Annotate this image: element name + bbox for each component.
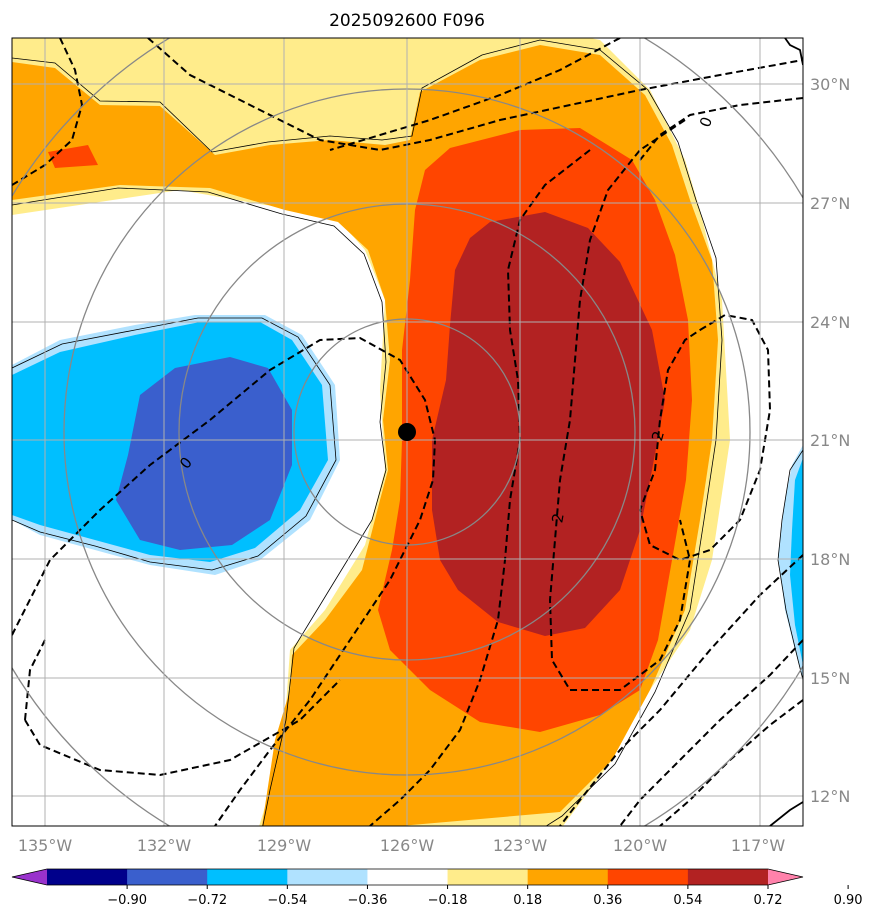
colorbar-tick-label: 0.90: [834, 893, 863, 908]
lon-label: 126°W: [380, 836, 435, 855]
longitude-axis: 135°W 132°W 129°W 126°W 123°W 120°W 117°…: [18, 836, 786, 855]
lon-label: 120°W: [613, 836, 668, 855]
lat-label: 18°N: [810, 550, 850, 569]
lon-label: 123°W: [493, 836, 548, 855]
colorbar-extension-high: [768, 869, 803, 885]
dashed-contour-northeast: [639, 97, 803, 161]
colorbar-tick-label: 0.54: [673, 893, 702, 908]
colorbar-segment: [47, 869, 128, 885]
lat-label: 30°N: [810, 75, 850, 94]
lat-label: 24°N: [810, 313, 850, 332]
lon-label: 135°W: [18, 836, 73, 855]
plot-area: 0 0 2 2: [12, 38, 803, 826]
colorbar-tick-label: 0.18: [513, 893, 542, 908]
dashed-contours: [12, 38, 803, 826]
lat-label: 15°N: [810, 669, 850, 688]
colorbar-tick-label: −0.54: [267, 893, 307, 908]
lat-label: 21°N: [810, 431, 850, 450]
dashed-contour-southeast2: [619, 639, 803, 826]
dashed-contour-2: [369, 149, 591, 826]
dashed-contour-2-east: [548, 119, 692, 691]
colorbar-tick-label: −0.36: [348, 893, 388, 908]
fill-positive-max: [432, 212, 665, 636]
latitude-axis: 30°N 27°N 24°N 21°N 18°N 15°N 12°N: [810, 75, 850, 806]
fill-negative-strong: [116, 357, 292, 550]
contour-label-2-center: 2: [548, 512, 567, 525]
colorbar-segment: [287, 869, 368, 885]
colorbar-segment: [447, 869, 529, 885]
dashed-contour-large-loop: [24, 639, 46, 721]
colorbar-tick-label: 0.36: [593, 893, 622, 908]
colorbar-segment: [527, 869, 609, 885]
figure-title: 2025092600 F096: [329, 11, 485, 31]
contour-label-2-east: 2: [648, 429, 668, 443]
storm-center-marker: [398, 423, 416, 441]
colorbar-segment: [207, 869, 288, 885]
colorbar-tick-label: 0.72: [754, 893, 783, 908]
colorbar-tick-label: −0.72: [187, 893, 227, 908]
fill-negative-east-mid: [790, 458, 803, 665]
colorbar: −0.90 −0.72 −0.54 −0.36 −0.18 0.18 0.36 0.54 0.7…: [11, 868, 863, 908]
plot-frame: [11, 37, 804, 827]
colorbar-segment: [127, 869, 208, 885]
graticule: [12, 38, 803, 826]
lon-label: 132°W: [137, 836, 192, 855]
colorbar-outline: [11, 868, 804, 886]
dashed-contour-0: [12, 336, 437, 826]
colorbar-segment: [607, 869, 689, 885]
colorbar-segment: [687, 869, 769, 885]
lat-label: 27°N: [810, 194, 850, 213]
colorbar-tick-label: −0.18: [428, 893, 468, 908]
dashed-contour-nw-loop: [12, 38, 84, 186]
coastline: [769, 38, 803, 826]
colorbar-tick-label: −0.90: [107, 893, 147, 908]
colorbar-segment: [367, 869, 449, 885]
thin-outline-contours: [12, 39, 803, 826]
dashed-contour-north2: [329, 38, 621, 151]
lat-label: 12°N: [810, 787, 850, 806]
lon-label: 129°W: [257, 836, 312, 855]
colorbar-extension-low: [12, 869, 47, 885]
dashed-contour-north: [147, 38, 803, 152]
dashed-contour-southwest: [24, 679, 341, 777]
dashed-contour-east-loop: [638, 313, 772, 562]
lon-label: 117°W: [731, 836, 786, 855]
